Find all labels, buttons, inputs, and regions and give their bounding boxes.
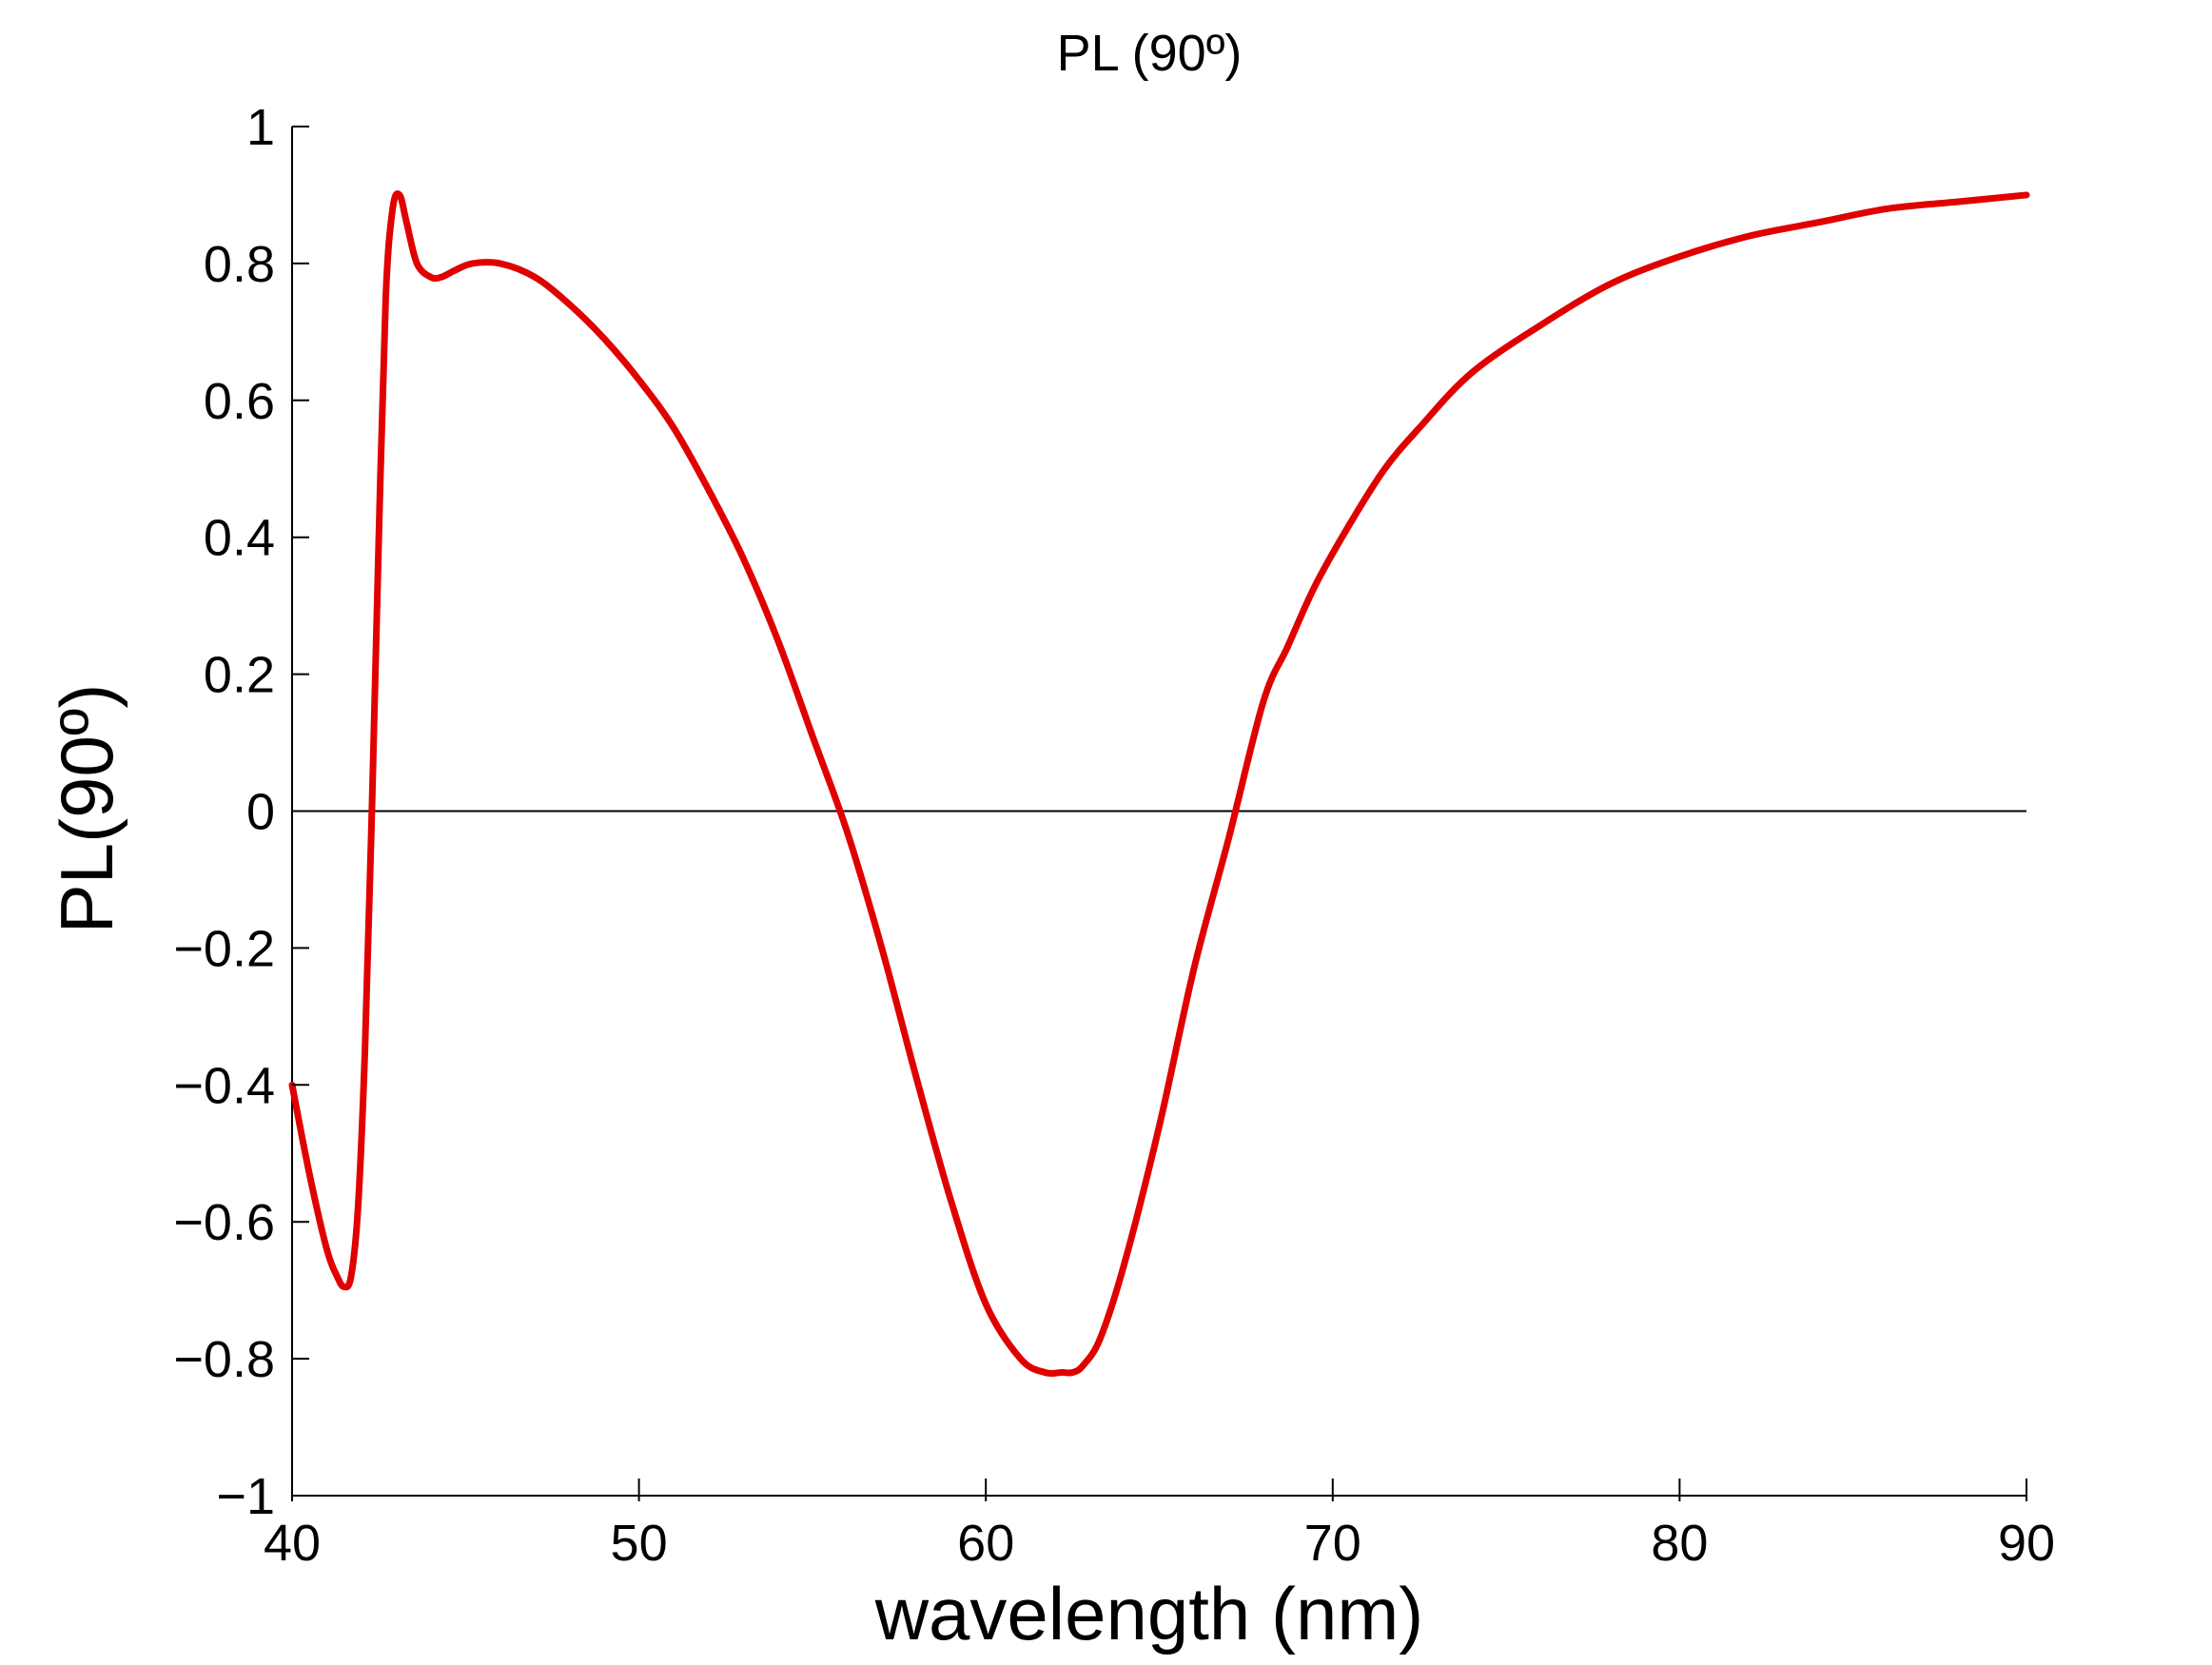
y-tick-label: 0.4 [204,510,275,567]
plot-area [288,127,2030,1497]
x-tick-label: 70 [1304,1515,1361,1572]
y-tick-label: 1 [246,99,275,156]
x-tick-label: 50 [611,1515,668,1572]
y-tick-label: −0.2 [173,920,275,977]
y-tick-label: 0.6 [204,373,275,430]
y-tick-label: −1 [216,1468,275,1525]
x-tick-label: 40 [264,1515,321,1572]
y-tick-label: −0.6 [173,1194,275,1251]
y-tick-label: 0.8 [204,236,275,293]
y-tick-label: −0.8 [173,1331,275,1388]
y-axis-label: PL(90º) [45,684,128,934]
x-axis-label: wavelength (nm) [874,1572,1424,1655]
y-tick-label: −0.4 [173,1057,275,1114]
axis-ticks: 40 50 60 70 80 90 −1 −0.8 −0.6 −0.4 −0.2 0 0.2 0.4 0.6… [173,99,2055,1572]
y-tick-label: 0.2 [204,647,275,704]
x-tick-label: 90 [1998,1515,2055,1572]
y-tick-label: 0 [246,784,275,841]
x-tick-label: 80 [1651,1515,1708,1572]
series-line [288,190,2030,1378]
chart-title: PL (90º) [1057,25,1243,82]
x-tick-label: 60 [957,1515,1014,1572]
